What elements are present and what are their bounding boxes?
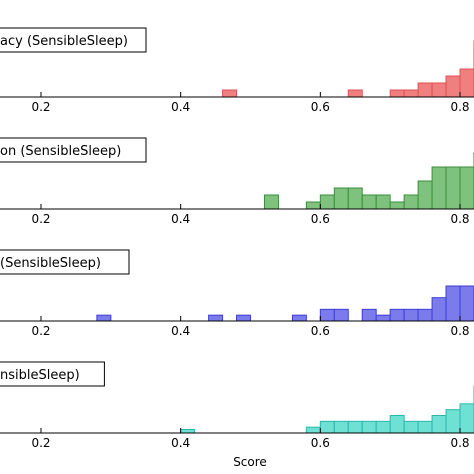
histogram-bar [403, 89, 419, 98]
histogram-bar [96, 314, 112, 322]
legend-box: nsibleSleep) [0, 361, 105, 387]
histogram-bar [459, 68, 474, 98]
histogram-bar [389, 201, 405, 210]
histogram-bar [431, 415, 447, 434]
histogram-bar [445, 409, 461, 434]
histogram-bar [319, 420, 335, 434]
histogram-bar [319, 194, 335, 210]
x-tick-label: 0.2 [31, 100, 50, 114]
histogram-bar [347, 89, 363, 98]
histogram-bar [375, 314, 391, 322]
histogram-bar [222, 89, 238, 98]
x-tick-label: 0.8 [450, 436, 469, 450]
histogram-bar [208, 314, 224, 322]
legend-box: on (SensibleSleep) [0, 137, 147, 163]
histogram-bar [431, 166, 447, 210]
x-tick-label: 0.4 [171, 436, 190, 450]
histogram-bar [431, 297, 447, 322]
legend-frame [0, 361, 105, 387]
histogram-bar [445, 166, 461, 210]
histogram-bar [403, 308, 419, 322]
histogram-bar [361, 420, 377, 434]
histogram-bar [291, 314, 307, 322]
histogram-bar [236, 314, 251, 322]
histogram-bar [459, 285, 474, 322]
x-tick-label: 0.4 [171, 100, 190, 114]
histogram-bar [347, 420, 363, 434]
histogram-bar [417, 420, 433, 434]
histogram-bar [263, 194, 279, 210]
panel-3: (SensibleSleep) 0.2 0.4 0.6 0.8 [0, 249, 474, 338]
histogram-bar [445, 75, 461, 98]
x-tick-label: 0.6 [311, 100, 330, 114]
legend-label: on (SensibleSleep) [0, 144, 121, 159]
histogram-bar [389, 415, 405, 434]
histogram-bar [459, 403, 474, 434]
histogram-bar [180, 429, 196, 434]
legend-label: (SensibleSleep) [0, 256, 101, 271]
legend-box: (SensibleSleep) [0, 249, 130, 275]
x-tick-label: 0.8 [450, 212, 469, 226]
x-tick-label: 0.2 [31, 324, 50, 338]
histogram-bar [347, 187, 363, 210]
histogram-bar [403, 194, 419, 210]
x-tick-label: 0.4 [171, 212, 190, 226]
x-tick-label: 0.4 [171, 324, 190, 338]
legend-label: nsibleSleep) [0, 368, 80, 383]
histogram-bar [417, 82, 433, 98]
x-tick-label: 0.6 [311, 436, 330, 450]
histogram-bar [333, 420, 349, 434]
histogram-bar [417, 180, 433, 210]
histogram-bar [459, 166, 474, 210]
x-tick-label: 0.2 [31, 436, 50, 450]
legend-frame [0, 137, 147, 163]
x-tick-label: 0.6 [311, 324, 330, 338]
histogram-bar [417, 308, 433, 322]
legend-frame [0, 249, 130, 275]
panel-2: on (SensibleSleep) 0.2 0.4 0.6 0.8 [0, 137, 474, 226]
x-tick-label: 0.8 [450, 324, 469, 338]
x-axis-label: Score [233, 455, 267, 469]
x-tick-label: 0.8 [450, 100, 469, 114]
histogram-bar [333, 187, 349, 210]
histogram-bar [333, 308, 349, 322]
histogram-bar [389, 308, 405, 322]
histogram-bar [389, 89, 405, 98]
legend-frame [0, 27, 147, 53]
histogram-bar [361, 194, 377, 210]
legend-label: acy (SensibleSleep) [0, 34, 128, 49]
histogram-bar [305, 201, 321, 210]
panel-1: acy (SensibleSleep) 0.2 0.4 0.6 0.8 [0, 27, 474, 114]
histogram-bar [445, 285, 461, 322]
x-tick-label: 0.6 [311, 212, 330, 226]
legend-box: acy (SensibleSleep) [0, 27, 147, 53]
histogram-bar [361, 308, 377, 322]
histogram-bar [319, 308, 335, 322]
histogram-bar [431, 82, 447, 98]
histogram-bar [403, 420, 419, 434]
histogram-bar [375, 194, 391, 210]
histogram-bar [375, 420, 391, 434]
histogram-bar [305, 426, 321, 434]
panel-4: nsibleSleep) 0.2 0.4 0.6 0.8 [0, 361, 474, 450]
x-tick-label: 0.2 [31, 212, 50, 226]
